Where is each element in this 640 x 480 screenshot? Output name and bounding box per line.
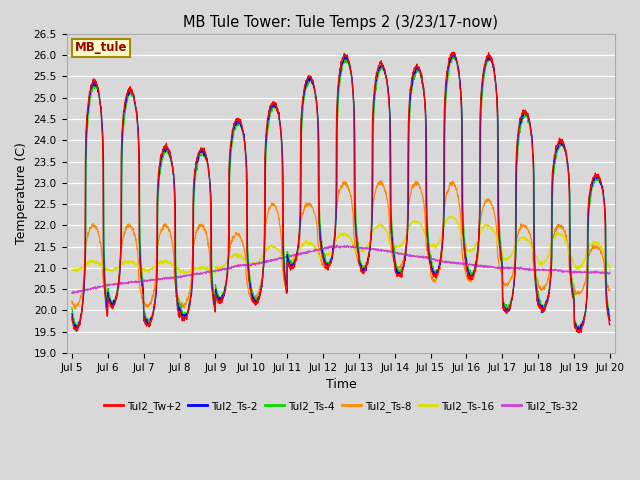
X-axis label: Time: Time — [326, 378, 356, 391]
Text: MB_tule: MB_tule — [75, 41, 127, 55]
Title: MB Tule Tower: Tule Temps 2 (3/23/17-now): MB Tule Tower: Tule Temps 2 (3/23/17-now… — [184, 15, 499, 30]
Legend: Tul2_Tw+2, Tul2_Ts-2, Tul2_Ts-4, Tul2_Ts-8, Tul2_Ts-16, Tul2_Ts-32: Tul2_Tw+2, Tul2_Ts-2, Tul2_Ts-4, Tul2_Ts… — [100, 396, 582, 416]
Y-axis label: Temperature (C): Temperature (C) — [15, 143, 28, 244]
